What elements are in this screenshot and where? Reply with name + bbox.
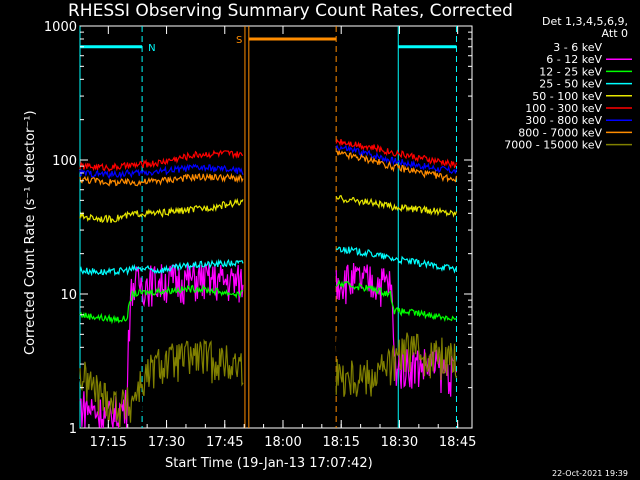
series-line bbox=[79, 138, 458, 173]
series-layer bbox=[79, 138, 458, 429]
annotations: NS bbox=[79, 26, 457, 428]
series-line bbox=[79, 279, 457, 325]
x-tick-label: 18:30 bbox=[381, 435, 418, 450]
legend-entry: 300 - 800 keV bbox=[525, 114, 602, 127]
legend-entry: 12 - 25 keV bbox=[539, 65, 602, 78]
y-tick-label: 10 bbox=[60, 288, 77, 303]
legend-entry: 100 - 300 keV bbox=[525, 102, 602, 115]
x-tick-label: 18:45 bbox=[439, 435, 476, 450]
series-line bbox=[79, 332, 458, 428]
flag-label: N bbox=[148, 43, 155, 54]
legend-entry: 3 - 6 keV bbox=[553, 41, 602, 54]
legend-header: Att 0 bbox=[602, 27, 628, 40]
x-tick-label: 17:45 bbox=[206, 435, 243, 450]
legend-entry: 7000 - 15000 keV bbox=[504, 139, 602, 152]
y-tick-label: 100 bbox=[52, 154, 77, 169]
legend-entry: 50 - 100 keV bbox=[532, 90, 602, 103]
series-line bbox=[79, 245, 458, 277]
footer-date: 22-Oct-2021 19:39 bbox=[552, 469, 628, 478]
series-line bbox=[79, 194, 458, 224]
legend-entry: 800 - 7000 keV bbox=[518, 126, 602, 139]
legend-header: Det 1,3,4,5,6,9, bbox=[542, 15, 628, 28]
legend-entry: 25 - 50 keV bbox=[539, 78, 602, 91]
x-axis-label: Start Time (19-Jan-13 17:07:42) bbox=[165, 456, 373, 471]
chart-title: RHESSI Observing Summary Count Rates, Co… bbox=[68, 1, 513, 21]
x-tick-label: 18:00 bbox=[264, 435, 301, 450]
flag-label: S bbox=[236, 35, 242, 46]
series-line bbox=[79, 150, 458, 187]
legend-entry: 6 - 12 keV bbox=[546, 53, 602, 66]
x-tick-label: 17:15 bbox=[90, 435, 127, 450]
x-tick-label: 18:15 bbox=[322, 435, 359, 450]
y-axis-label: Corrected Count Rate (s⁻¹ detector⁻¹) bbox=[23, 110, 38, 355]
y-tick-label: 1000 bbox=[44, 20, 77, 35]
y-tick-label: 1 bbox=[69, 422, 77, 437]
ticks: 17:15 17:30 17:45 18:00 18:15 18:30 18:45 1 10 10… bbox=[44, 20, 476, 450]
x-tick-label: 17:30 bbox=[148, 435, 185, 450]
